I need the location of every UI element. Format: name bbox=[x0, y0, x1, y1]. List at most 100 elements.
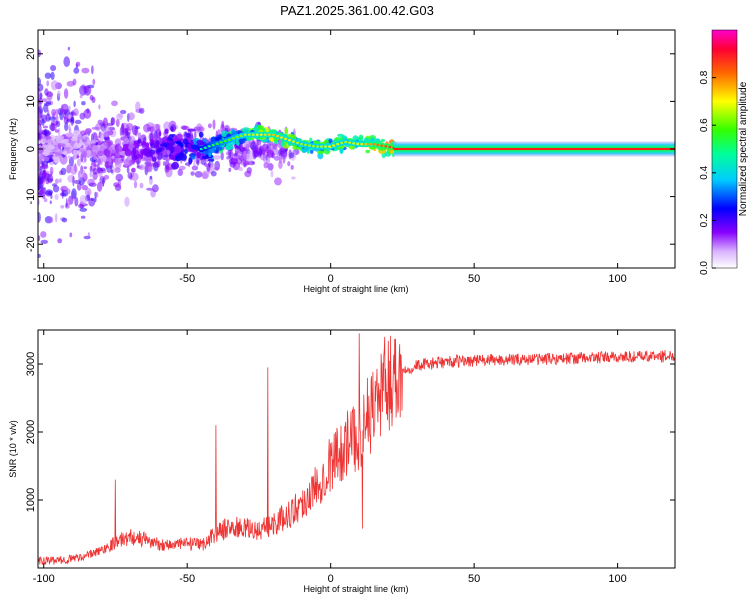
spectrogram-cluster-blob bbox=[47, 142, 53, 146]
spectrogram-noise-blob bbox=[146, 187, 153, 191]
spectrogram-noise-blob bbox=[125, 131, 130, 137]
spectrogram-noise-blob bbox=[131, 125, 138, 136]
spectrogram-cluster-blob bbox=[242, 127, 250, 133]
spectrogram-cluster-blob bbox=[70, 137, 78, 142]
spectrogram-noise-blob bbox=[221, 120, 225, 129]
spectrogram-cluster-blob bbox=[115, 152, 121, 157]
spectrogram-noise-blob bbox=[42, 98, 48, 103]
spectrogram-noise-blob bbox=[49, 200, 52, 205]
spectrogram-noise-blob bbox=[49, 166, 54, 175]
spectrogram-cluster-blob bbox=[380, 138, 385, 143]
spectrogram-noise-blob bbox=[60, 185, 68, 192]
spectrogram-noise-blob bbox=[66, 118, 74, 123]
spectrogram-noise-blob bbox=[181, 125, 190, 131]
spectrogram-noise-blob bbox=[54, 194, 59, 200]
spectrogram-cluster-blob bbox=[169, 155, 176, 160]
spectrogram-noise-blob bbox=[54, 129, 60, 133]
spectrogram-noise-blob bbox=[266, 149, 274, 158]
spectrogram-noise-blob bbox=[48, 116, 57, 121]
spectrogram-cluster-blob bbox=[107, 140, 111, 148]
spectrogram-noise-blob bbox=[68, 195, 74, 205]
colorbar-tick-label: 0.2 bbox=[699, 213, 710, 227]
spectrogram-cluster-blob bbox=[55, 136, 63, 144]
spectrogram-noise-blob bbox=[83, 166, 87, 170]
spectrogram-noise-blob bbox=[38, 165, 42, 169]
spectrogram-cluster-blob bbox=[91, 144, 98, 151]
spectrogram-noise-blob bbox=[38, 132, 41, 143]
spectrogram-noise-blob bbox=[76, 158, 81, 167]
spectrogram-noise-blob bbox=[90, 197, 95, 201]
spectrogram-noise-blob bbox=[149, 175, 153, 180]
spectrogram-noise-blob bbox=[78, 169, 86, 179]
spectrogram-noise-blob bbox=[38, 177, 41, 182]
spectrogram-noise-blob bbox=[207, 123, 212, 129]
spectrogram-cluster-blob bbox=[93, 154, 97, 160]
spectrogram-cluster-blob bbox=[111, 149, 116, 154]
spectrogram-noise-blob bbox=[71, 188, 77, 199]
spectrogram-noise-blob bbox=[50, 80, 59, 91]
spectrogram-noise-blob bbox=[92, 132, 96, 137]
spectrogram-cluster-blob bbox=[43, 156, 50, 162]
spectrogram-cluster-blob bbox=[170, 126, 174, 132]
spectrogram-noise-blob bbox=[38, 253, 41, 258]
spectrogram-noise-blob bbox=[63, 56, 70, 68]
spectrogram-noise-blob bbox=[103, 174, 110, 180]
spectrogram-cluster-blob bbox=[85, 128, 92, 134]
spectrogram-x-tick-label: 0 bbox=[328, 273, 334, 285]
spectrogram-cluster-blob bbox=[184, 148, 188, 155]
spectrogram-noise-blob bbox=[230, 157, 238, 165]
spectrogram-cluster-blob bbox=[91, 139, 99, 143]
spectrogram-noise-blob bbox=[272, 144, 277, 151]
spectrogram-cluster-blob bbox=[191, 144, 199, 150]
snr-x-label: Height of straight line (km) bbox=[303, 584, 408, 594]
spectrogram-noise-blob bbox=[47, 216, 54, 224]
spectrogram-cluster-blob bbox=[176, 133, 184, 139]
spectrogram-cluster-blob bbox=[163, 157, 171, 161]
spectrogram-y-tick-label: 0 bbox=[25, 146, 37, 152]
snr-x-tick-label: -50 bbox=[179, 573, 195, 585]
spectrogram-noise-blob bbox=[246, 150, 254, 161]
spectrogram-noise-blob bbox=[64, 122, 69, 132]
spectrogram-noise-blob bbox=[152, 184, 159, 193]
spectrogram-cluster-blob bbox=[242, 138, 247, 142]
spectrogram-noise-blob bbox=[135, 101, 141, 112]
spectrogram-noise-blob bbox=[68, 124, 71, 133]
spectrogram-cluster-blob bbox=[123, 137, 130, 144]
spectrogram-noise-blob bbox=[98, 104, 101, 110]
colorbar-tick-label: 0.6 bbox=[699, 118, 710, 132]
spectrogram-noise-blob bbox=[68, 156, 74, 167]
spectrogram-cluster-blob bbox=[108, 162, 112, 166]
spectrogram-noise-blob bbox=[54, 213, 58, 223]
spectrogram-noise-blob bbox=[259, 145, 263, 157]
spectrogram-noise-blob bbox=[248, 160, 253, 165]
spectrogram-noise-blob bbox=[89, 171, 93, 178]
spectrogram-noise-blob bbox=[111, 100, 118, 107]
spectrogram-cluster-blob bbox=[123, 158, 130, 166]
spectrogram-noise-blob bbox=[38, 181, 41, 190]
spectrogram-noise-blob bbox=[117, 113, 124, 118]
spectrogram-noise-blob bbox=[73, 100, 76, 108]
spectrogram-cluster-blob bbox=[154, 141, 159, 149]
spectrogram-cluster-blob bbox=[317, 150, 325, 155]
spectrogram-noise-blob bbox=[249, 141, 257, 151]
spectrogram-y-tick-label: -20 bbox=[25, 236, 37, 252]
spectrogram-noise-blob bbox=[79, 195, 88, 205]
colorbar-tick-label: 0.4 bbox=[699, 165, 710, 179]
spectrogram-cluster-blob bbox=[65, 132, 74, 137]
spectrogram-noise-blob bbox=[80, 215, 86, 219]
spectrogram-cluster-blob bbox=[284, 127, 289, 136]
spectrogram-noise-blob bbox=[209, 162, 214, 166]
spectrogram-noise-blob bbox=[139, 182, 144, 189]
snr-y-tick-label: 2000 bbox=[25, 420, 37, 444]
spectrogram-cluster-blob bbox=[132, 147, 137, 155]
spectrogram-noise-blob bbox=[75, 61, 81, 67]
spectrogram-cluster-blob bbox=[247, 137, 253, 141]
snr-frame bbox=[37, 329, 676, 569]
spectrogram-noise-blob bbox=[210, 170, 217, 177]
spectrogram-noise-blob bbox=[74, 119, 82, 125]
snr-x-tick-label: 50 bbox=[468, 573, 480, 585]
spectrogram-cluster-blob bbox=[166, 137, 173, 141]
spectrogram-cluster-blob bbox=[115, 157, 122, 164]
spectrogram-noise-blob bbox=[94, 135, 101, 139]
